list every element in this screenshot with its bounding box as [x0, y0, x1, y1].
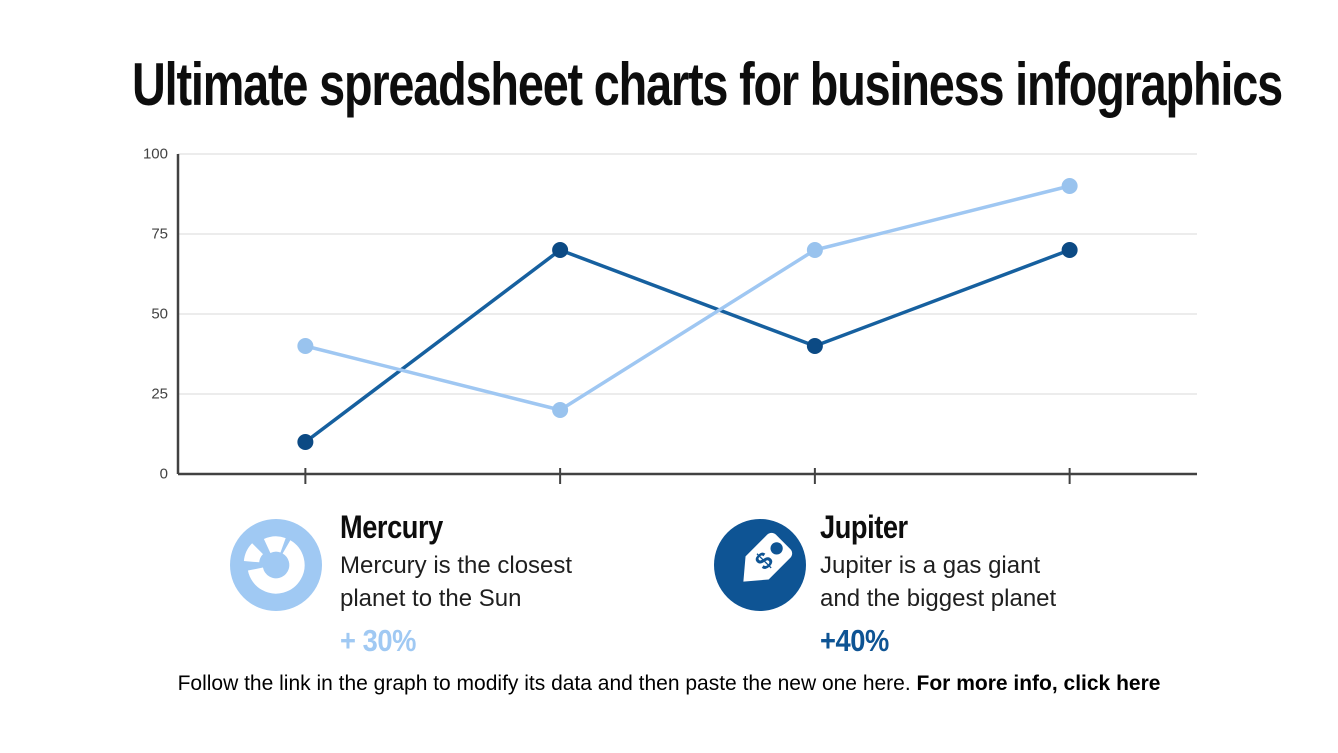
y-axis-tick-label: 0 — [159, 465, 168, 483]
legend-description-mercury: Mercury is the closest planet to the Sun — [340, 552, 573, 612]
legend-title-jupiter: Jupiter — [820, 509, 908, 545]
legend-description-jupiter: Jupiter is a gas giant and the biggest p… — [820, 552, 1057, 612]
page-title: Ultimate spreadsheet charts for business… — [132, 51, 1283, 118]
y-axis-tick-label: 25 — [151, 385, 168, 403]
legend-title-mercury: Mercury — [340, 509, 443, 545]
y-axis-labels: 0 25 50 75 100 — [114, 147, 168, 482]
donut-chart-icon — [230, 519, 322, 611]
price-tag-icon: $ — [714, 519, 806, 611]
line-chart[interactable]: 0 25 50 75 100 — [143, 147, 1197, 484]
legend-delta-mercury: + 30% — [340, 623, 416, 658]
footer-text: Follow the link in the graph to modify i… — [177, 672, 911, 695]
footer-link[interactable]: For more info, click here — [916, 672, 1161, 695]
y-axis-tick-label: 75 — [151, 225, 168, 243]
y-axis-tick-label: 100 — [142, 145, 168, 163]
y-axis-tick-label: 50 — [151, 305, 168, 323]
chart-plot-area — [176, 153, 1197, 484]
legend-delta-jupiter: +40% — [820, 623, 889, 658]
footer-note: Follow the link in the graph to modify i… — [0, 671, 1338, 697]
